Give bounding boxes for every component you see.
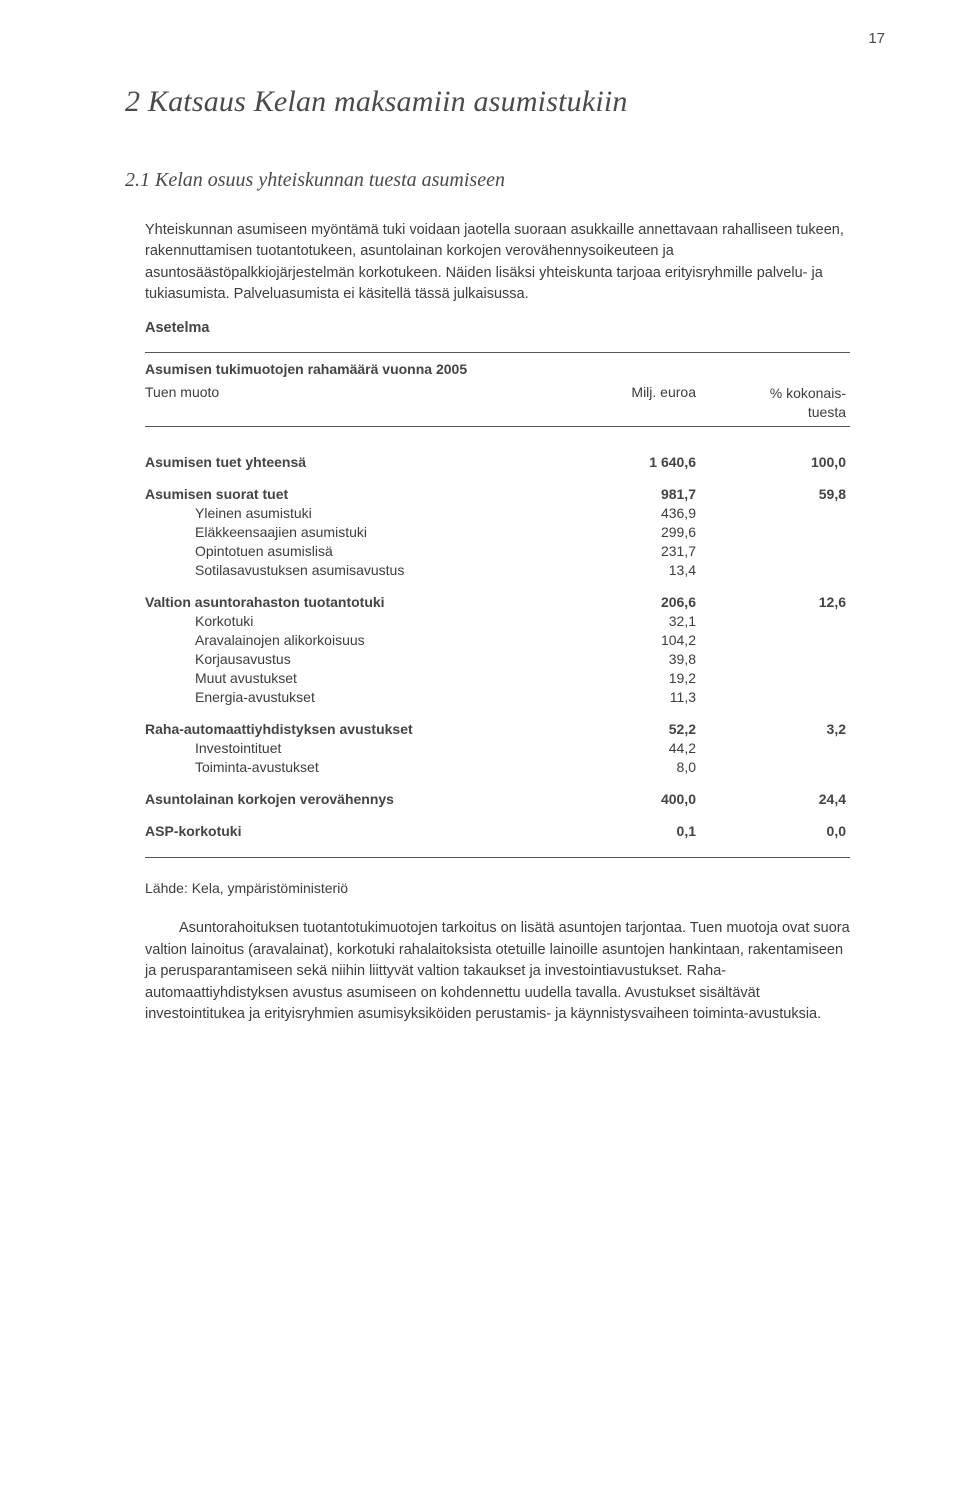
table-row: Asumisen tuet yhteensä1 640,6100,0 — [145, 452, 850, 471]
table-row: Asumisen suorat tuet981,759,8 — [145, 484, 850, 503]
section-title: 2.1 Kelan osuus yhteiskunnan tuesta asum… — [125, 169, 850, 192]
page: 17 2 Katsaus Kelan maksamiin asumistukii… — [0, 0, 960, 1495]
table-row: Valtion asuntorahaston tuotantotuki206,6… — [145, 592, 850, 611]
table-body: Asumisen tuet yhteensä1 640,6100,0 Asumis… — [145, 433, 850, 853]
table-header: Tuen muoto Milj. euroa % kokonais- tuest… — [145, 383, 850, 422]
table-row: Eläkkeensaajien asumistuki299,6 — [145, 522, 850, 541]
paragraph-1: Yhteiskunnan asumiseen myöntämä tuki voi… — [145, 220, 850, 306]
col-header-v2-l1: % kokonais- — [770, 385, 846, 401]
col-header-v2: % kokonais- tuesta — [736, 383, 850, 422]
col-header-label: Tuen muoto — [145, 383, 586, 422]
table-row: Aravalainojen alikorkoisuus104,2 — [145, 630, 850, 649]
table-row: Korjausavustus39,8 — [145, 649, 850, 668]
table-row: Asuntolainan korkojen verovähennys400,02… — [145, 789, 850, 808]
table-row: Raha-automaattiyhdistyksen avustukset52,… — [145, 719, 850, 738]
table-top-rule — [145, 352, 850, 353]
table-row: Muut avustukset19,2 — [145, 668, 850, 687]
table-row: Yleinen asumistuki436,9 — [145, 503, 850, 522]
paragraph-2: Asuntorahoituksen tuotantotukimuotojen t… — [145, 918, 850, 1025]
table-row: ASP-korkotuki0,10,0 — [145, 821, 850, 840]
table-row: Investointituet44,2 — [145, 738, 850, 757]
chapter-title: 2 Katsaus Kelan maksamiin asumistukiin — [125, 85, 850, 119]
table-caption: Asumisen tukimuotojen rahamäärä vuonna 2… — [145, 361, 850, 377]
table-row: Energia-avustukset11,3 — [145, 687, 850, 706]
table-row: Toiminta-avustukset8,0 — [145, 757, 850, 776]
asetelma-label: Asetelma — [145, 320, 850, 336]
table-row: Sotilasavustuksen asumisavustus13,4 — [145, 560, 850, 579]
table-bottom-rule — [145, 857, 850, 858]
table-row: Korkotuki32,1 — [145, 611, 850, 630]
col-header-v1: Milj. euroa — [586, 383, 736, 422]
table-source: Lähde: Kela, ympäristöministeriö — [145, 880, 850, 896]
table-row: Opintotuen asumislisä231,7 — [145, 541, 850, 560]
col-header-v2-l2: tuesta — [808, 404, 846, 420]
table-header-rule — [145, 426, 850, 427]
page-number: 17 — [868, 30, 885, 47]
